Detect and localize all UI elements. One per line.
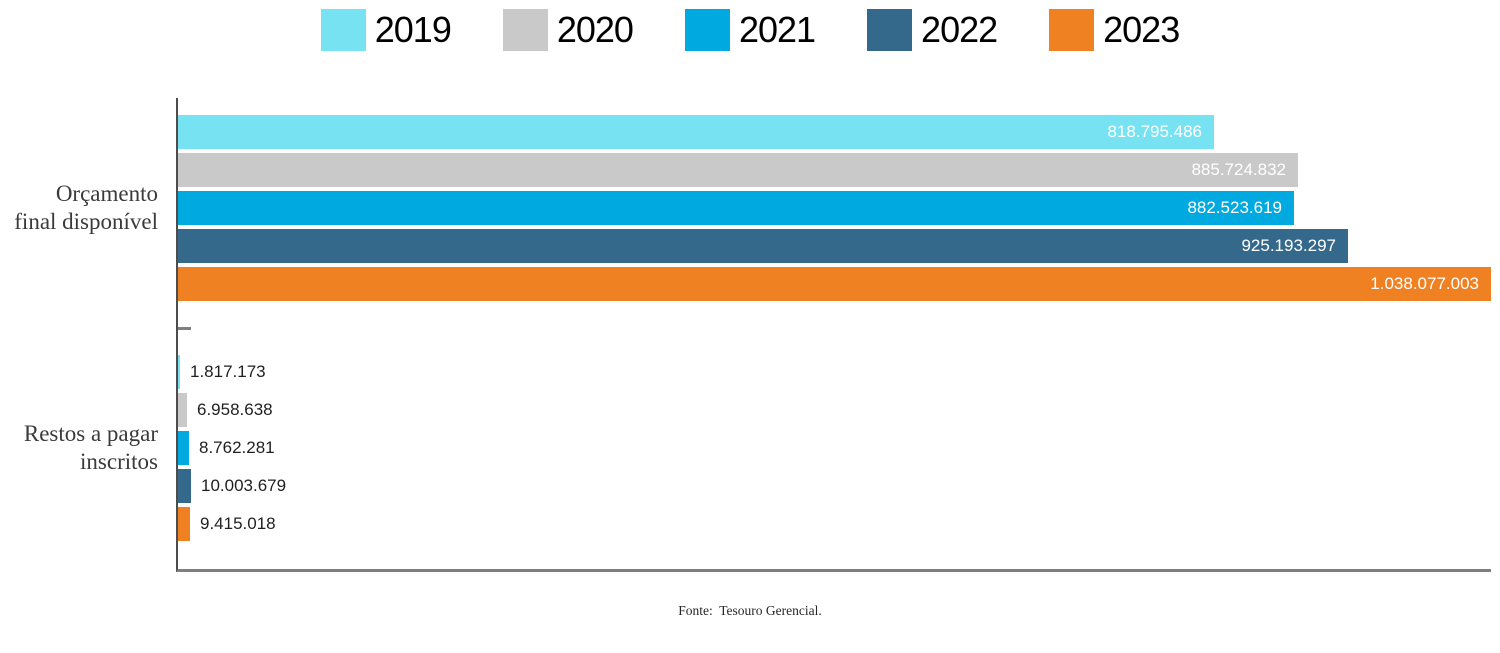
legend-item-2023: 2023 (1049, 9, 1180, 51)
legend-swatch-icon (1049, 9, 1095, 51)
legend-label: 2022 (921, 9, 998, 50)
bar-value-label: 8.762.281 (199, 438, 275, 457)
legend-item-2020: 2020 (502, 9, 634, 51)
category-label-orcamento-final-disponivel: Orçamento final disponível (0, 180, 158, 236)
category-axis-labels: Orçamento final disponível Restos a pagar i… (0, 98, 167, 569)
legend-swatch-icon (502, 9, 548, 51)
legend-item-2019: 2019 (320, 9, 452, 51)
legend-swatch-icon (684, 9, 730, 51)
bar-value-label: 1.817.173 (190, 362, 266, 381)
category-label-line: final disponível (14, 209, 158, 234)
bar-2022-orcamento-final-disponivel: 925.193.297 (178, 229, 1348, 263)
bar-value-label: 882.523.619 (1187, 198, 1282, 217)
legend: 2019 2020 2021 2022 2023 (0, 9, 1500, 51)
category-label-line: inscritos (80, 449, 158, 474)
category-label-line: Restos a pagar (23, 421, 158, 446)
bar-value-label: 9.415.018 (200, 514, 276, 533)
bar-2021-restos-a-pagar-inscritos: 8.762.281 (178, 431, 275, 465)
plot-area: 818.795.486 885.724.832 882.523.619 925.193… (176, 98, 1491, 572)
legend-label: 2019 (374, 9, 452, 50)
legend-swatch-icon (320, 9, 366, 51)
bar-value-label: 1.038.077.003 (1370, 274, 1479, 293)
bar-value-label: 818.795.486 (1107, 122, 1202, 141)
bar-2023-restos-a-pagar-inscritos: 9.415.018 (178, 507, 276, 541)
bar-2023-orcamento-final-disponivel: 1.038.077.003 (178, 267, 1491, 301)
category-label-line: Orçamento (55, 181, 158, 206)
bar-2021-orcamento-final-disponivel: 882.523.619 (178, 191, 1294, 225)
bar-value-label: 6.958.638 (197, 400, 273, 419)
legend-label: 2021 (738, 9, 816, 50)
bar-value-label: 925.193.297 (1241, 236, 1336, 255)
bar-value-label: 10.003.679 (201, 476, 287, 495)
bar-2019-restos-a-pagar-inscritos: 1.817.173 (178, 355, 266, 389)
source-note: Fonte: Tesouro Gerencial. (678, 603, 822, 618)
legend-label: 2020 (556, 9, 634, 50)
legend-item-2021: 2021 (684, 9, 816, 51)
bar-2020-restos-a-pagar-inscritos: 6.958.638 (178, 393, 273, 427)
legend-item-2022: 2022 (867, 9, 998, 51)
bar-2020-orcamento-final-disponivel: 885.724.832 (178, 153, 1298, 187)
bar-2022-restos-a-pagar-inscritos: 10.003.679 (178, 469, 286, 503)
bar-2019-orcamento-final-disponivel: 818.795.486 (178, 115, 1214, 149)
legend-swatch-icon (867, 9, 913, 51)
category-tick (178, 327, 191, 330)
category-label-restos-a-pagar-inscritos: Restos a pagar inscritos (0, 420, 158, 476)
bar-value-label: 885.724.832 (1191, 160, 1286, 179)
legend-label: 2023 (1103, 9, 1180, 50)
